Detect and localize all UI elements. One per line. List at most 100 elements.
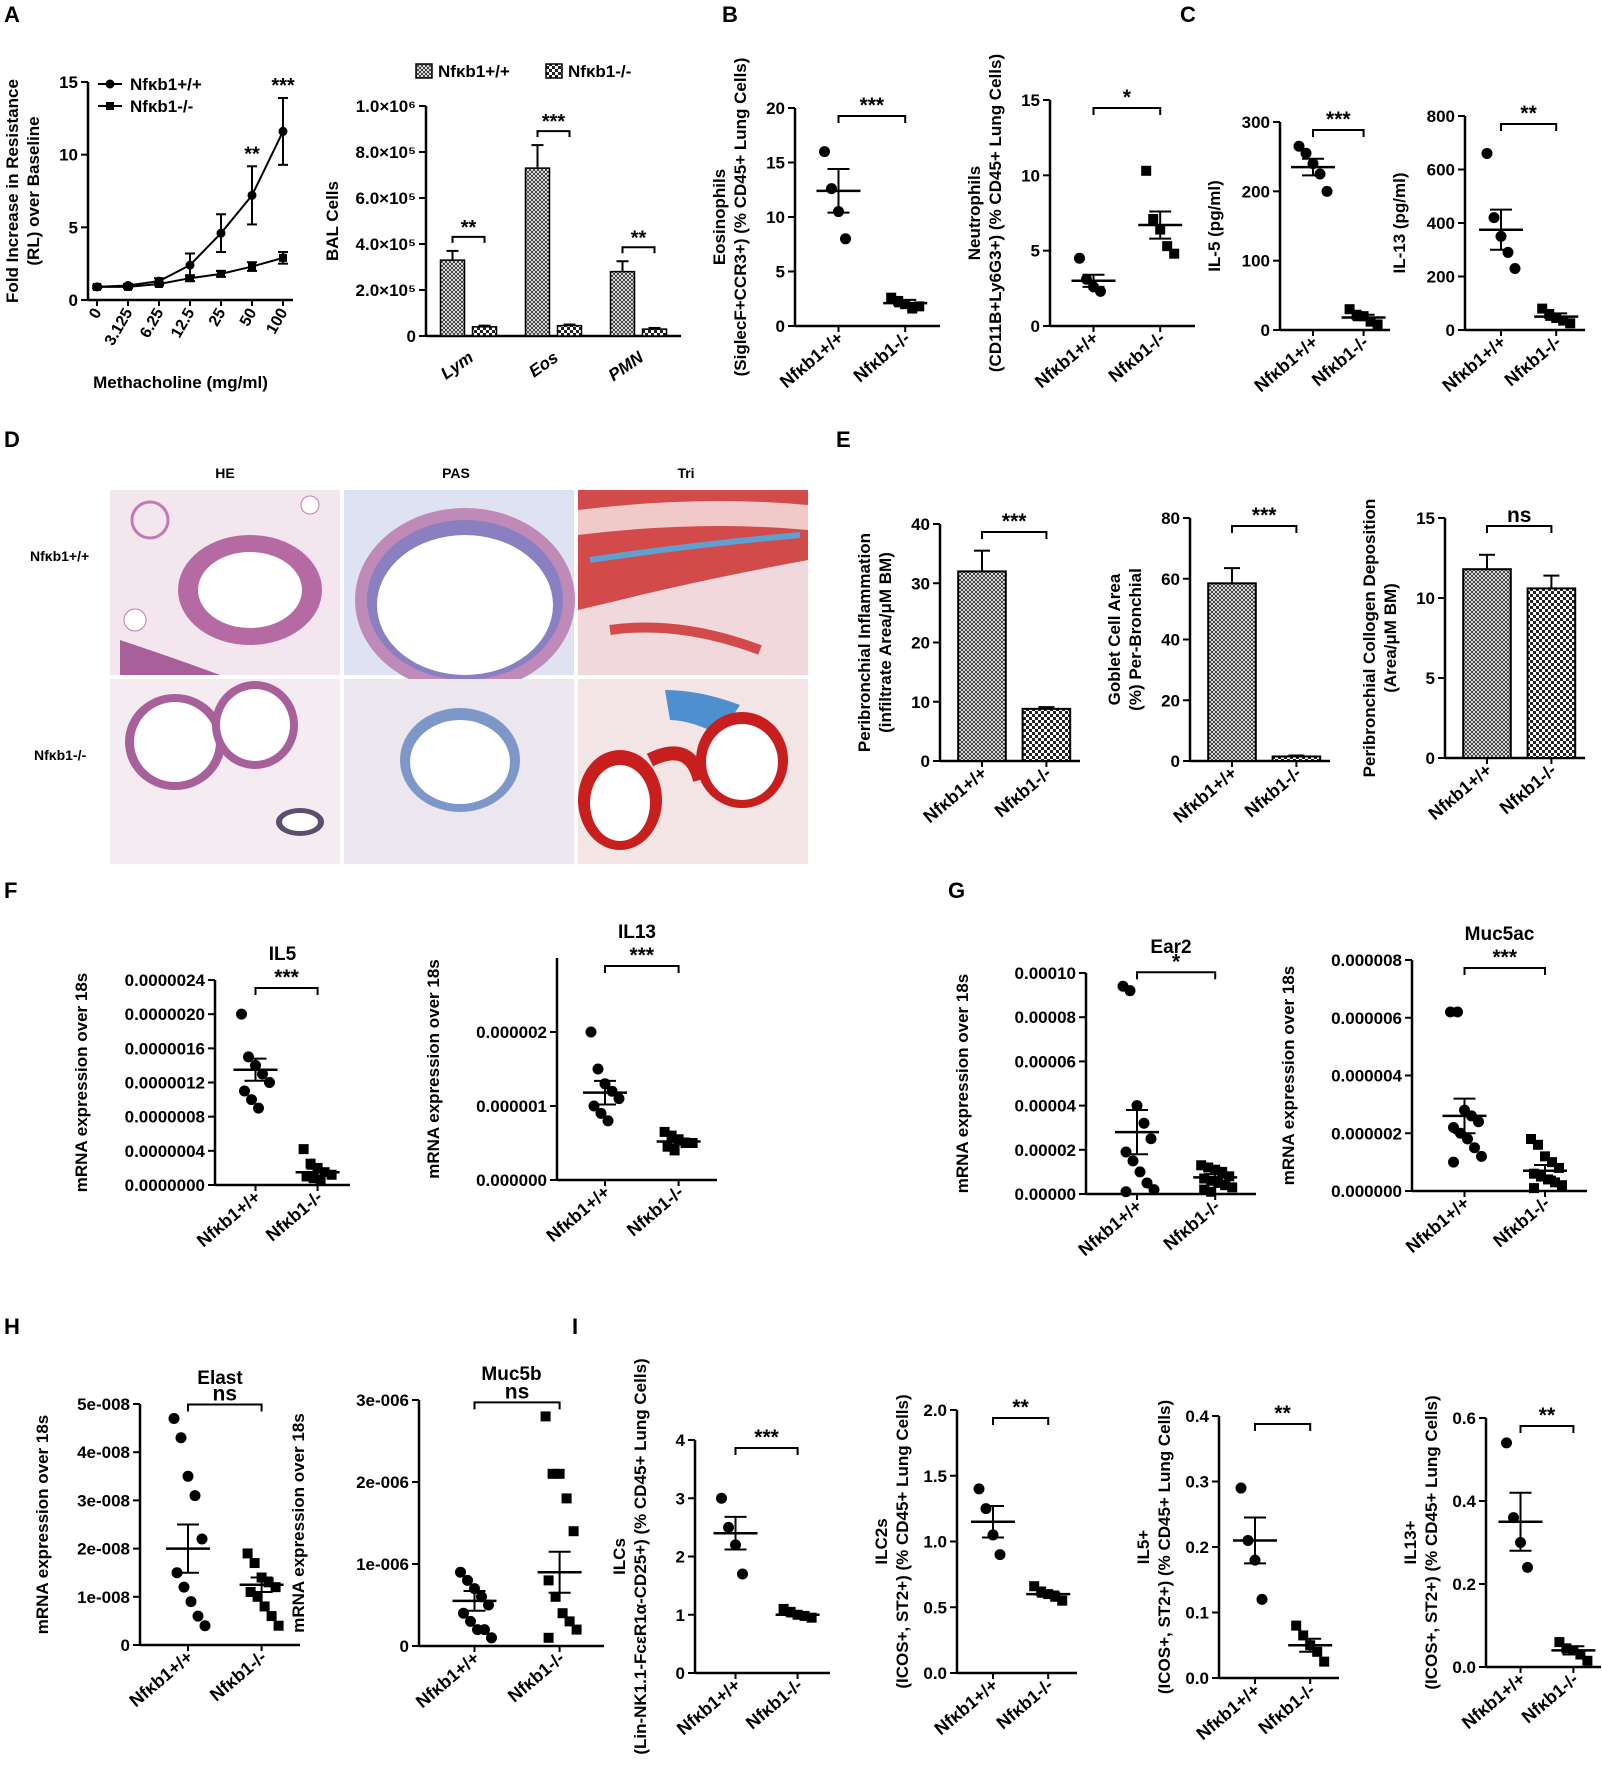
- data-point: [1134, 1166, 1146, 1178]
- y-tick-label: 0: [1171, 752, 1180, 771]
- significance-bracket: [187, 1403, 263, 1412]
- y-tick-label: 0.6: [1452, 1409, 1476, 1428]
- y-tick-label: 15: [59, 73, 78, 92]
- histo-pas-ko: [344, 679, 574, 864]
- y-tick-label: 60: [1161, 570, 1180, 589]
- chart-e2: 0 20 40 60 80 Goblet Cell Area (%) Per-Bronchi…: [1105, 504, 1330, 827]
- y-tick-label: 0.0000000: [125, 1176, 205, 1195]
- chart-g2: 0.000000 0.000002 0.000004 0.000006 0.000008…: [1279, 924, 1587, 1257]
- data-point: [994, 1549, 1006, 1561]
- data-point: [907, 303, 918, 314]
- x-tick-label: Nfκb1+/+: [1192, 1680, 1263, 1744]
- data-point: [1481, 147, 1493, 159]
- significance-label: **: [461, 217, 477, 239]
- y-tick-label: 0.000008: [1331, 951, 1402, 970]
- y-tick-label: 4e-008: [77, 1443, 130, 1462]
- data-point: [1550, 1177, 1560, 1188]
- y-tick-label: 0.1: [1185, 1604, 1209, 1623]
- data-point: [1203, 1162, 1214, 1173]
- x-tick-label: Nfκb1+/+: [1438, 332, 1509, 396]
- significance-bracket: [1231, 525, 1298, 533]
- x-tick-label: Nfκb1-/-: [1105, 328, 1169, 386]
- x-tick-label: Nfκb1+/+: [673, 1675, 744, 1739]
- y-tick-label: 0.000001: [476, 1097, 547, 1116]
- data-point: [666, 1130, 677, 1141]
- y-tick-label: 0: [400, 1637, 409, 1656]
- data-point: [1206, 1186, 1217, 1197]
- significance-bracket: [604, 965, 680, 973]
- y-axis-label-line2: (ICOS+, ST2+) (% CD45+ Lung Cells): [893, 1394, 912, 1688]
- significance-bracket: [1136, 971, 1217, 980]
- significance-label: **: [1012, 1396, 1029, 1419]
- data-point: [1554, 1162, 1564, 1173]
- data-point: [785, 1606, 796, 1617]
- data-point: [249, 1558, 260, 1569]
- y-tick-label: 0.00000: [1015, 1185, 1076, 1204]
- x-tick-label: 6.25: [137, 305, 167, 341]
- y-tick-label: 3: [676, 1489, 685, 1508]
- significance-label: ns: [505, 1380, 530, 1403]
- data-point: [1448, 1156, 1459, 1168]
- legend-marker: [105, 79, 115, 89]
- y-tick-label: 1.0×10⁶: [356, 97, 416, 116]
- data-point: [886, 292, 897, 303]
- chart-h1: 0 1e-008 2e-008 3e-008 4e-008 5e-008 mRNA expr…: [33, 1368, 300, 1711]
- y-axis-label: Peribronchial Inflammation (infiltrate Ar…: [855, 533, 895, 752]
- y-tick-label: 1e-006: [356, 1555, 409, 1574]
- data-point: [1138, 1117, 1150, 1129]
- y-axis-label-line1: IL13+: [1401, 1520, 1420, 1564]
- data-point: [1162, 241, 1173, 252]
- data-point: [1141, 1177, 1153, 1189]
- histo-row-wt: Nfκb1+/+: [30, 548, 89, 564]
- significance-label: ns: [213, 1382, 238, 1405]
- significance-label: **: [631, 227, 647, 249]
- x-tick-label: Nfκb1+/+: [930, 1675, 1001, 1739]
- x-tick-label: Nfκb1-/-: [991, 763, 1055, 821]
- y-axis-label: IL-13 (pg/ml): [1390, 172, 1409, 273]
- data-point: [1529, 1168, 1539, 1179]
- significance-label: ***: [1326, 108, 1351, 131]
- data-point: [1148, 214, 1159, 225]
- data-point: [568, 1526, 579, 1537]
- y-axis-label: mRNA expression over 18s: [953, 974, 972, 1194]
- y-axis-label-line1: IL5+: [1134, 1530, 1153, 1565]
- significance-label: ***: [1252, 504, 1277, 527]
- data-point: [273, 1620, 284, 1631]
- y-axis-label-line1: Fold Increase in Resistance: [3, 79, 22, 303]
- significance-bracket: [1519, 1425, 1575, 1433]
- significance-bracket: [1254, 1423, 1312, 1431]
- data-point: [1554, 1637, 1565, 1648]
- y-axis-label: ILC2s (ICOS+, ST2+) (% CD45+ Lung Cells): [872, 1394, 912, 1688]
- data-point: [1141, 165, 1152, 176]
- y-axis-label-line2: (CD11B+Ly6G3+) (% CD45+ Lung Cells): [986, 54, 1005, 372]
- y-tick-label: 0.000004: [1331, 1067, 1402, 1086]
- histology-panel: HE PAS Tri Nfκb1+/+ Nfκb1-/-: [30, 465, 808, 864]
- y-tick-label: 0.2: [1185, 1538, 1209, 1557]
- data-point: [602, 1115, 614, 1127]
- y-tick-label: 0.000000: [476, 1171, 547, 1190]
- y-axis-label-line2: (ICOS+, ST2+) (% CD45+ Lung Cells): [1155, 1400, 1174, 1694]
- histo-tri-wt: [578, 490, 808, 675]
- data-point: [192, 1610, 204, 1622]
- data-point: [186, 274, 194, 283]
- data-point: [1509, 262, 1521, 274]
- data-point: [554, 1468, 565, 1479]
- data-point: [840, 233, 851, 245]
- data-point: [266, 1611, 277, 1622]
- data-point: [253, 1102, 264, 1114]
- chart-title: Muc5b: [481, 1364, 541, 1385]
- y-tick-label: 4.0×10⁵: [356, 235, 416, 254]
- bar: [439, 259, 466, 337]
- significance-label: **: [244, 143, 260, 165]
- data-point: [178, 1581, 190, 1593]
- y-axis-label-line1: Peribronchial Collogen Deposition: [1360, 499, 1379, 778]
- data-point: [196, 1533, 208, 1545]
- data-point: [595, 1107, 607, 1119]
- data-point: [216, 228, 226, 238]
- significance-label: ***: [1492, 946, 1517, 969]
- y-tick-label: 0.00006: [1015, 1052, 1076, 1071]
- data-point: [973, 1483, 985, 1495]
- data-point: [93, 282, 101, 291]
- data-point: [279, 253, 287, 262]
